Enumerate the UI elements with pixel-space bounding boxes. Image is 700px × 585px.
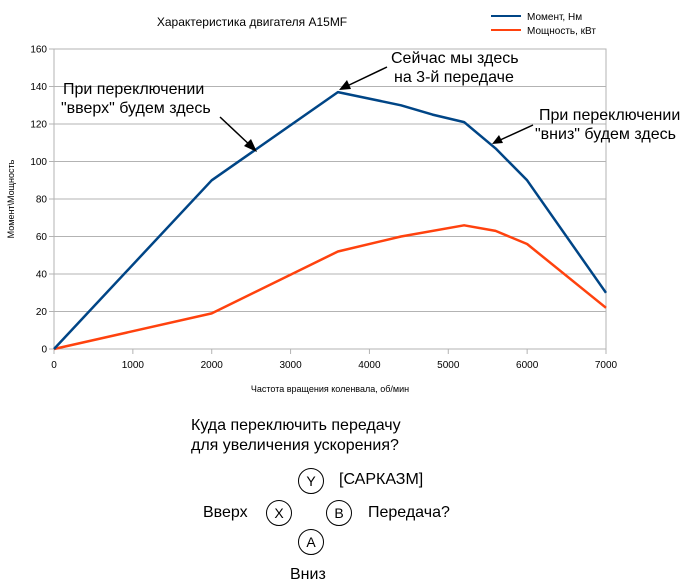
series-layer xyxy=(53,90,608,351)
y-tick-label: 100 xyxy=(30,157,47,168)
annotation-upshift-arrowhead xyxy=(244,139,257,152)
annotation-current-line1: Сейчас мы здесь xyxy=(391,50,519,67)
annotation-upshift: При переключении "вверх" будем здесь xyxy=(61,81,257,152)
series-line-torque xyxy=(53,90,608,350)
x-tick-label: 5000 xyxy=(437,360,460,371)
button-y-letter: Y xyxy=(306,473,316,489)
y-tick-label: 60 xyxy=(36,232,48,243)
engine-chart: 0 20 40 60 80 100 120 140 160 0 1000 2000 3000 4000 5… xyxy=(6,12,680,394)
annotation-downshift-arrow xyxy=(497,124,534,142)
y-tick-label: 160 xyxy=(30,45,47,56)
annotation-downshift-arrowhead xyxy=(492,135,503,144)
x-tick-label: 0 xyxy=(51,360,57,371)
button-a-label: Вниз xyxy=(290,566,326,583)
button-y-label: [САРКАЗМ] xyxy=(339,471,424,488)
x-tick-label: 3000 xyxy=(279,360,302,371)
annotation-downshift: При переключении "вниз" будем здесь xyxy=(492,107,680,144)
button-b-letter: B xyxy=(334,505,344,521)
x-tick-label: 2000 xyxy=(201,360,224,371)
x-tick-label: 6000 xyxy=(516,360,539,371)
annotation-upshift-line1: При переключении xyxy=(63,81,204,98)
button-b-label: Передача? xyxy=(368,504,450,521)
question: Куда переключить передачу для увеличения… xyxy=(191,416,401,456)
legend: Момент, Нм Мощность, кВт xyxy=(491,12,596,37)
chart-title: Характеристика двигателя A15MF xyxy=(157,15,347,29)
x-tick-label: 1000 xyxy=(122,360,145,371)
button-a[interactable]: A xyxy=(298,529,324,555)
y-tick-label: 140 xyxy=(30,82,47,93)
x-tick-label: 4000 xyxy=(358,360,381,371)
legend-label-torque: Момент, Нм xyxy=(527,12,582,23)
x-axis-label: Частота вращения коленвала, об/мин xyxy=(251,384,409,394)
button-x-letter: X xyxy=(274,505,284,521)
y-axis-ticks: 0 20 40 60 80 100 120 140 160 xyxy=(30,45,54,356)
button-x-label: Вверх xyxy=(203,504,248,521)
annotation-downshift-line1: При переключении xyxy=(539,107,680,124)
button-a-letter: A xyxy=(306,534,316,550)
annotation-downshift-line2: "вниз" будем здесь xyxy=(535,126,676,143)
y-tick-label: 40 xyxy=(36,270,48,281)
annotation-current: Сейчас мы здесь на 3-й передаче xyxy=(339,50,519,90)
y-tick-label: 20 xyxy=(36,307,48,318)
question-line1: Куда переключить передачу xyxy=(191,417,401,434)
y-tick-label: 120 xyxy=(30,120,47,131)
button-y[interactable]: Y xyxy=(298,468,324,494)
button-x[interactable]: X xyxy=(266,500,292,526)
annotation-current-arrowhead xyxy=(339,80,351,90)
y-tick-label: 80 xyxy=(36,195,48,206)
y-axis-label: Момент\Мощность xyxy=(6,159,16,238)
question-line2: для увеличения ускорения? xyxy=(191,437,399,454)
annotation-current-arrow xyxy=(344,66,388,88)
legend-label-power: Мощность, кВт xyxy=(527,26,596,37)
y-tick-label: 0 xyxy=(41,345,47,356)
x-axis-ticks: 0 1000 2000 3000 4000 5000 6000 7000 xyxy=(51,349,618,371)
annotation-upshift-line2: "вверх" будем здесь xyxy=(61,100,211,117)
series-line-power xyxy=(53,224,607,351)
annotation-current-line2: на 3-й передаче xyxy=(394,69,514,86)
button-b[interactable]: B xyxy=(326,500,352,526)
x-tick-label: 7000 xyxy=(595,360,618,371)
